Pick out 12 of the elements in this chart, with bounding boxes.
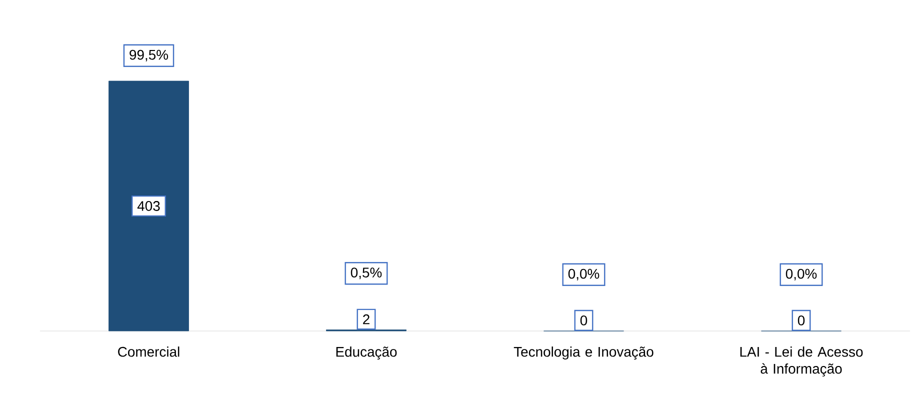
data-label: 2: [363, 314, 370, 324]
x-tick-label: LAI - Lei de Acesso à Informação: [740, 346, 863, 377]
data-label: 0: [580, 316, 588, 326]
data-label: 0: [798, 316, 805, 326]
x-tick-label: Tecnologia e Inovação: [514, 346, 654, 360]
annotation: 0,0%: [568, 268, 600, 280]
x-tick-label: Comercial: [118, 346, 180, 357]
annotation: 0,5%: [350, 268, 382, 280]
text: 99,5%: [130, 50, 168, 62]
annotation: 0,0%: [786, 268, 817, 280]
data-label: 403: [137, 201, 160, 211]
x-tick-label: Educação: [336, 346, 397, 360]
